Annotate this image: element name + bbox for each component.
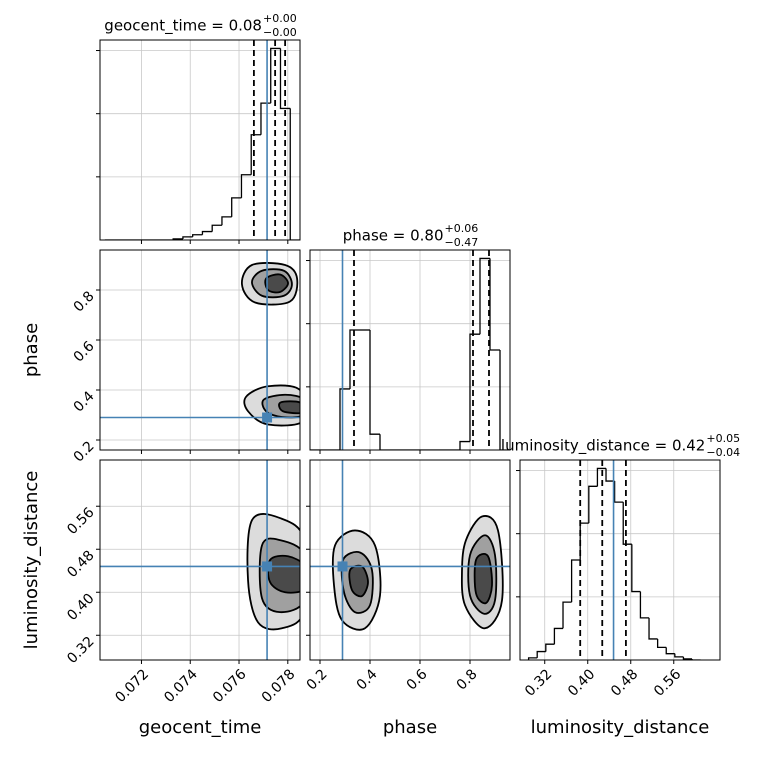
contour [473, 553, 493, 605]
y-tick-label: 0.40 [64, 591, 97, 624]
histogram-step [656, 638, 667, 649]
y-tick-label: 0.4 [71, 388, 98, 415]
histogram-step [588, 485, 598, 524]
panel-title: luminosity_distance = 0.42 [501, 437, 705, 456]
x-tick-label: 0.076 [210, 666, 250, 706]
y-axis-label: luminosity_distance [21, 471, 42, 650]
panel-frame [99, 39, 301, 241]
histogram-step [691, 658, 701, 660]
contour [264, 273, 289, 294]
panel [100, 460, 300, 660]
histogram-step [674, 653, 684, 658]
histogram-step [270, 47, 281, 104]
histogram-step [499, 350, 510, 450]
x-tick-label: 0.56 [651, 666, 684, 699]
panel-frame [309, 249, 511, 451]
histogram-step [369, 330, 380, 435]
title-lower: −0.47 [445, 236, 479, 249]
contour [267, 554, 300, 594]
panel-frame [519, 459, 721, 661]
title-lower: −0.00 [263, 26, 297, 39]
panel-frame [99, 459, 301, 661]
panel-title: phase = 0.80 [343, 227, 444, 245]
x-tick-label: 0.40 [565, 666, 598, 699]
histogram-step [349, 329, 360, 389]
histogram-step [648, 617, 658, 640]
histogram-step [665, 647, 675, 655]
x-tick-label: 0.074 [161, 666, 201, 706]
title-upper: +0.00 [263, 12, 297, 25]
histogram-step [201, 230, 213, 235]
histogram-step [231, 197, 242, 217]
x-tick-label: 0.2 [304, 666, 331, 693]
histogram-step [596, 467, 607, 487]
panel [520, 460, 720, 660]
y-tick-label: 0.2 [71, 438, 98, 465]
histogram-step [240, 174, 252, 198]
contour [348, 564, 369, 598]
truth-marker [262, 561, 273, 572]
histogram-step [339, 388, 350, 450]
histogram-step [479, 257, 490, 335]
x-tick-label: 0.072 [112, 666, 152, 706]
panel [100, 40, 300, 240]
histogram-step [570, 559, 581, 603]
histogram-step [192, 234, 203, 237]
panel-frame [99, 249, 301, 451]
y-axis-label: phase [21, 323, 42, 377]
histogram-step [536, 650, 546, 658]
panel-frame [309, 459, 511, 661]
x-axis-label: phase [383, 717, 437, 738]
histogram-step [182, 236, 193, 239]
y-tick-label: 0.56 [64, 505, 97, 538]
panel [310, 460, 510, 660]
histogram-step [469, 333, 480, 442]
x-tick-label: 0.078 [259, 666, 299, 706]
title-lower: −0.04 [706, 446, 740, 459]
x-tick-label: 0.48 [608, 666, 641, 699]
histogram-step [639, 591, 650, 619]
truth-marker [337, 561, 348, 572]
histogram-step [250, 134, 261, 175]
histogram-step [489, 258, 500, 351]
truth-marker [262, 412, 273, 423]
y-tick-label: 0.6 [71, 338, 98, 365]
histogram-step [289, 108, 300, 240]
x-axis-label: luminosity_distance [531, 717, 710, 738]
histogram-step [553, 627, 564, 645]
histogram-step [605, 468, 615, 482]
histogram-step [459, 440, 470, 450]
histogram-step [682, 656, 693, 660]
histogram-step [260, 102, 271, 135]
contour [278, 400, 300, 415]
histogram-step [527, 657, 538, 660]
panel [310, 250, 510, 450]
title-upper: +0.06 [445, 222, 479, 235]
y-tick-label: 0.32 [64, 634, 97, 667]
x-tick-label: 0.4 [354, 666, 381, 693]
panel [100, 250, 300, 450]
panel-title: geocent_time = 0.08 [104, 17, 262, 36]
histogram-step [562, 601, 572, 629]
histogram-step [279, 48, 291, 110]
histogram-step [221, 216, 232, 226]
histogram-step [379, 434, 390, 450]
histogram-step [622, 502, 632, 545]
histogram-step [631, 544, 641, 593]
histogram-step [211, 224, 222, 232]
y-tick-label: 0.8 [71, 288, 98, 315]
x-tick-label: 0.32 [522, 666, 555, 699]
histogram-step [545, 643, 555, 652]
x-axis-label: geocent_time [139, 717, 262, 738]
x-tick-label: 0.8 [454, 666, 481, 693]
histogram-step [613, 481, 624, 503]
title-upper: +0.05 [706, 432, 740, 445]
x-tick-label: 0.6 [404, 666, 431, 693]
y-tick-label: 0.48 [64, 548, 97, 581]
